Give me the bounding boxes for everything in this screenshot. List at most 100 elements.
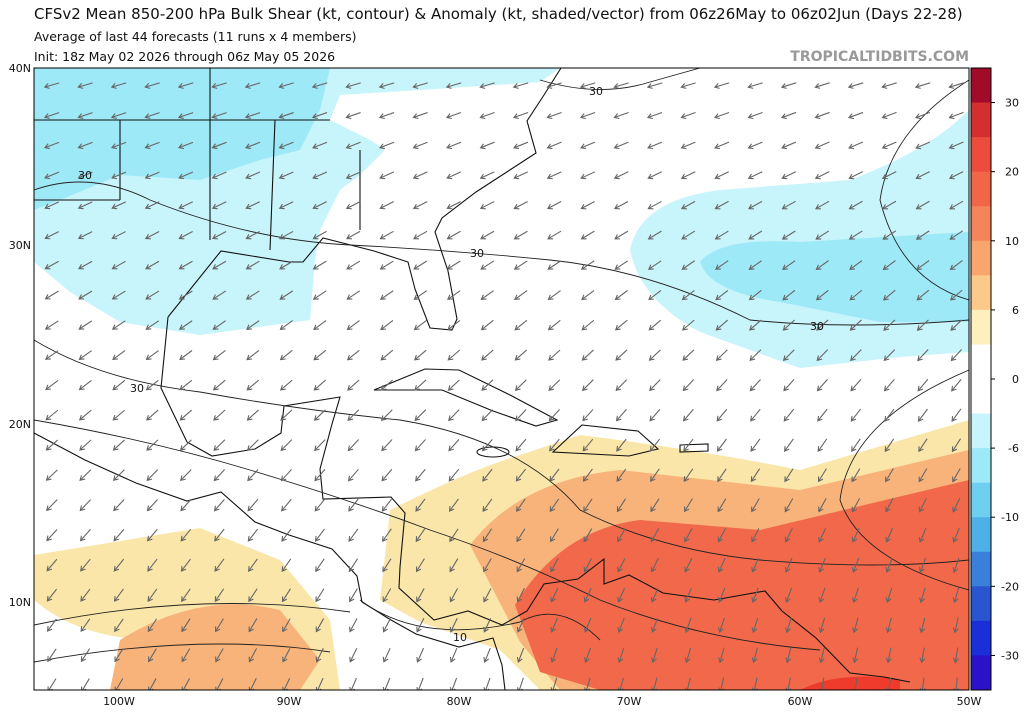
wind-arrow: [479, 201, 495, 210]
wind-arrow: [950, 349, 963, 362]
wind-arrow: [546, 201, 562, 210]
wind-arrow: [949, 289, 963, 301]
lat-label: 30N: [9, 239, 31, 252]
wind-arrow: [379, 290, 394, 300]
wind-arrow: [113, 558, 125, 572]
wind-arrow: [482, 468, 493, 482]
wind-arrow: [180, 469, 192, 482]
wind-arrow: [178, 320, 193, 330]
wind-arrow: [616, 468, 627, 482]
wind-arrow: [815, 230, 830, 240]
wind-arrow: [345, 171, 361, 180]
wind-arrow: [212, 290, 227, 300]
wind-arrow: [583, 528, 593, 543]
wind-arrow: [749, 319, 762, 331]
wind-arrow: [246, 409, 259, 421]
wind-arrow: [179, 379, 193, 391]
wind-arrow: [312, 260, 327, 270]
wind-arrow: [847, 111, 864, 120]
wind-arrow: [885, 468, 894, 483]
wind-arrow: [211, 141, 227, 150]
wind-arrow: [348, 498, 359, 512]
wind-arrow: [547, 319, 561, 331]
wind-arrow: [446, 141, 462, 150]
colorbar-band: [971, 551, 991, 587]
wind-arrow: [144, 201, 160, 210]
wind-vectors: [43, 82, 964, 690]
wind-arrow: [145, 379, 159, 391]
wind-arrow: [313, 379, 327, 391]
wind-arrow: [145, 320, 160, 330]
wind-arrow: [46, 588, 58, 602]
colorbar-band: [971, 102, 991, 138]
wind-arrow: [111, 290, 126, 300]
lat-label: 10N: [9, 596, 31, 609]
wind-arrow: [751, 528, 760, 543]
wind-arrow: [80, 618, 91, 633]
wind-arrow: [347, 409, 360, 421]
wind-arrow: [885, 557, 893, 574]
wind-arrow: [45, 380, 59, 391]
wind-arrow: [481, 438, 493, 452]
wind-arrow: [781, 141, 797, 150]
wind-arrow: [783, 379, 795, 392]
wind-arrow: [148, 648, 157, 663]
wind-arrow: [683, 438, 694, 452]
wind-arrow: [413, 290, 427, 300]
wind-arrow: [885, 647, 892, 664]
wind-arrow: [446, 290, 461, 300]
wind-arrow: [446, 201, 461, 210]
wind-arrow: [881, 111, 897, 120]
wind-arrow: [80, 648, 91, 663]
wind-arrow: [44, 320, 59, 330]
wind-arrow: [546, 171, 562, 180]
wind-arrow: [582, 438, 594, 452]
wind-arrow: [785, 647, 792, 664]
wind-arrow: [214, 528, 225, 542]
wind-arrow: [449, 647, 458, 663]
wind-arrow: [849, 289, 863, 301]
wind-arrow: [413, 260, 428, 270]
wind-arrow: [649, 408, 661, 422]
wind-arrow: [278, 82, 294, 89]
wind-arrow: [77, 201, 93, 210]
colorbar-label: 6: [1012, 304, 1019, 317]
wind-arrow: [717, 468, 727, 483]
wind-arrow: [581, 379, 594, 392]
wind-arrow: [850, 408, 862, 422]
wind-arrow: [782, 289, 796, 301]
wind-arrow: [312, 171, 328, 180]
wind-arrow: [649, 438, 661, 452]
wind-arrow: [346, 290, 361, 300]
wind-arrow: [181, 588, 191, 603]
wind-arrow: [583, 587, 592, 603]
wind-arrow: [614, 230, 629, 240]
wind-arrow: [580, 230, 595, 240]
wind-arrow: [280, 469, 292, 482]
wind-arrow: [448, 468, 460, 482]
wind-arrow: [782, 260, 796, 270]
wind-arrow: [784, 557, 793, 573]
wind-arrow: [715, 319, 729, 331]
wind-arrow: [713, 82, 730, 89]
wind-arrow: [515, 409, 527, 422]
watermark: TROPICALTIDBITS.COM: [790, 49, 969, 65]
wind-arrow: [780, 111, 797, 120]
wind-arrow: [43, 141, 60, 150]
wind-arrow: [80, 588, 91, 602]
wind-arrow: [614, 290, 628, 301]
wind-arrow: [180, 499, 192, 512]
wind-arrow: [211, 171, 227, 180]
wind-arrow: [181, 618, 191, 633]
wind-arrow: [177, 112, 194, 120]
wind-arrow: [682, 379, 695, 392]
wind-arrow: [482, 498, 493, 512]
wind-arrow: [280, 439, 293, 452]
wind-arrow: [247, 469, 259, 482]
wind-arrow: [784, 528, 793, 543]
colorbar-band: [971, 448, 991, 484]
colorbar-band: [971, 482, 991, 518]
wind-arrow: [279, 290, 294, 300]
wind-arrow: [918, 438, 928, 453]
wind-arrow: [515, 438, 527, 452]
